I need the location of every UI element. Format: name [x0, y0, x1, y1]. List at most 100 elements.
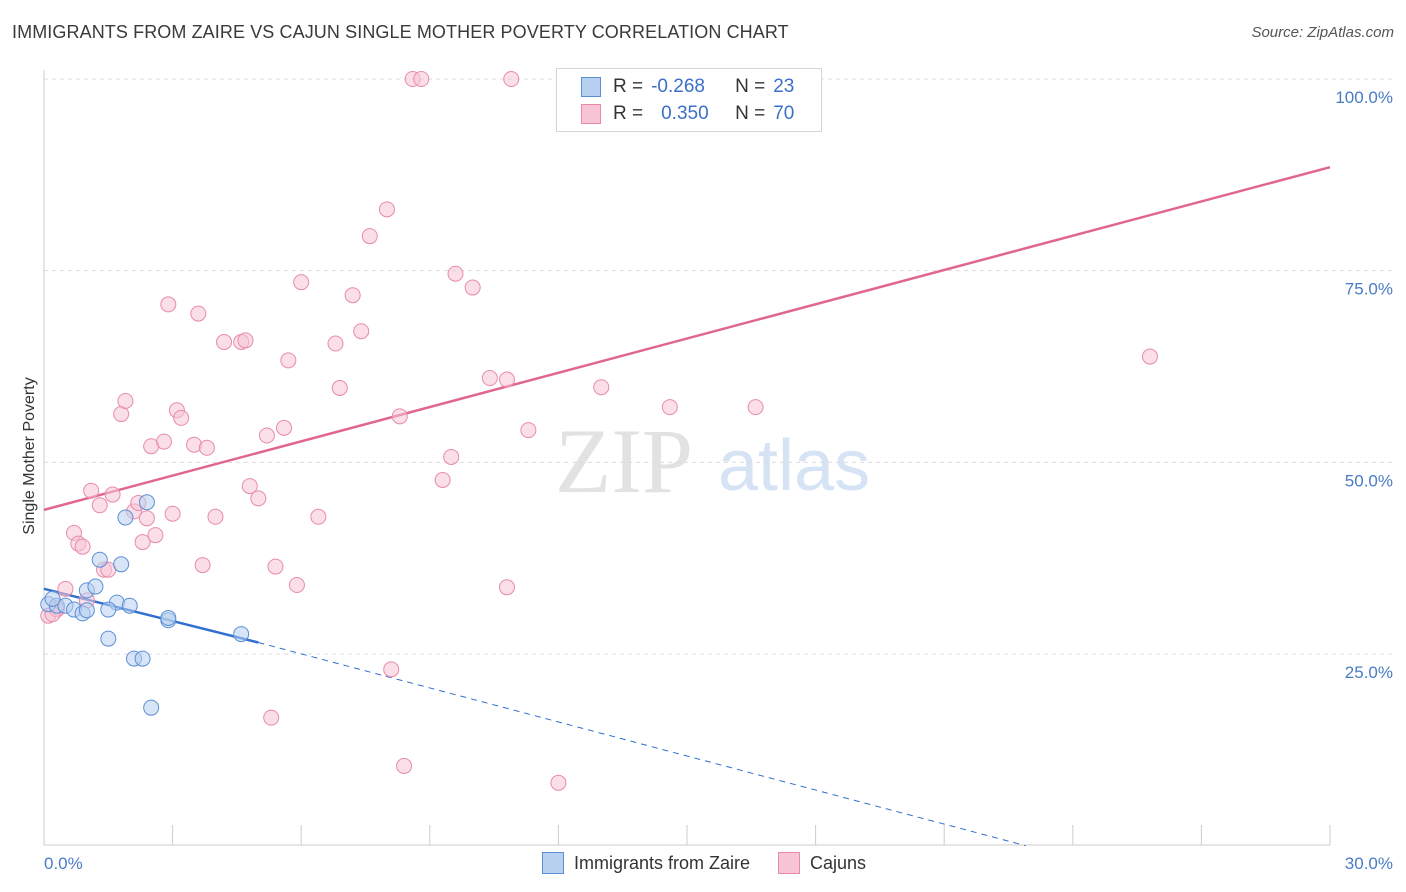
- point-cajuns: [194, 557, 211, 574]
- point-zaire: [117, 509, 134, 526]
- point-cajuns: [280, 352, 297, 369]
- legend-n-label: N =: [735, 76, 766, 97]
- point-zaire: [143, 699, 160, 716]
- point-cajuns: [164, 505, 181, 522]
- point-zaire: [100, 601, 117, 618]
- point-cajuns: [413, 71, 430, 87]
- x-ticks: [43, 825, 1331, 845]
- series-swatch-cajuns: [778, 852, 801, 874]
- point-cajuns: [481, 370, 498, 386]
- watermark-zip: ZIP: [555, 410, 693, 512]
- point-cajuns: [241, 478, 258, 495]
- point-zaire: [121, 597, 138, 614]
- point-cajuns: [147, 527, 164, 544]
- x-tick-label-min: 0.0%: [44, 854, 83, 873]
- legend-r-value: 0.350: [661, 103, 709, 124]
- data-points: [40, 71, 1158, 791]
- point-zaire: [134, 650, 151, 667]
- point-cajuns: [593, 379, 610, 396]
- correlation-legend: R = -0.268 N = 23 R = 0.350 N = 70: [556, 68, 822, 132]
- legend-row-cajuns: R = 0.350 N = 70: [581, 101, 794, 127]
- point-cajuns: [267, 558, 284, 575]
- point-cajuns: [443, 448, 460, 465]
- point-cajuns: [160, 296, 177, 313]
- chart-title: IMMIGRANTS FROM ZAIRE VS CAJUN SINGLE MO…: [12, 22, 789, 42]
- point-cajuns: [138, 510, 155, 527]
- point-cajuns: [74, 538, 91, 555]
- point-cajuns: [1141, 348, 1158, 365]
- point-cajuns: [263, 709, 280, 726]
- point-cajuns: [498, 371, 515, 388]
- legend-swatch-zaire: [581, 77, 601, 97]
- point-cajuns: [276, 419, 293, 436]
- point-cajuns: [198, 439, 215, 456]
- point-zaire: [113, 556, 130, 573]
- point-cajuns: [520, 422, 537, 439]
- trend-line-cajuns: [43, 165, 1331, 512]
- y-tick-label: 75.0%: [1345, 280, 1393, 299]
- point-cajuns: [207, 508, 224, 525]
- point-cajuns: [327, 335, 344, 352]
- point-cajuns: [173, 409, 190, 426]
- point-cajuns: [117, 393, 134, 409]
- point-cajuns: [344, 287, 361, 304]
- point-cajuns: [550, 774, 567, 791]
- point-cajuns: [447, 265, 464, 282]
- point-cajuns: [190, 305, 207, 322]
- point-cajuns: [83, 482, 100, 499]
- watermark-atlas: atlas: [718, 426, 870, 506]
- series-legend-item-cajuns: Cajuns: [778, 852, 866, 874]
- point-cajuns: [134, 534, 151, 551]
- point-cajuns: [250, 490, 267, 507]
- point-cajuns: [237, 332, 254, 349]
- point-cajuns: [331, 379, 348, 396]
- legend-r-value: -0.268: [651, 76, 705, 97]
- point-cajuns: [498, 579, 515, 596]
- point-cajuns: [288, 577, 305, 593]
- source-label: Source: ZipAtlas.com: [1251, 24, 1394, 41]
- y-tick-labels: 25.0% 50.0% 75.0% 100.0%: [1335, 88, 1393, 682]
- trend-line-zaire-extension: [258, 642, 1026, 847]
- point-zaire: [160, 609, 177, 626]
- point-cajuns: [503, 71, 520, 87]
- point-cajuns: [661, 399, 678, 416]
- legend-row-zaire: R = -0.268 N = 23: [581, 74, 794, 100]
- point-cajuns: [747, 399, 764, 416]
- point-cajuns: [216, 333, 233, 350]
- point-cajuns: [434, 471, 451, 488]
- point-cajuns: [378, 201, 395, 218]
- point-cajuns: [383, 661, 400, 678]
- point-zaire: [91, 551, 108, 568]
- point-cajuns: [156, 433, 173, 450]
- legend-r-label: R =: [613, 103, 644, 124]
- y-axis-label: Single Mother Poverty: [21, 377, 38, 534]
- series-legend-item-zaire: Immigrants from Zaire: [542, 852, 750, 874]
- y-tick-label: 100.0%: [1335, 88, 1393, 107]
- point-cajuns: [104, 486, 121, 503]
- point-zaire: [233, 626, 250, 643]
- point-cajuns: [361, 228, 378, 245]
- x-tick-label-max: 30.0%: [1345, 854, 1393, 873]
- point-cajuns: [310, 508, 327, 525]
- legend-n-value: 70: [773, 103, 795, 124]
- series-swatch-zaire: [542, 852, 564, 874]
- point-cajuns: [396, 757, 413, 774]
- point-cajuns: [391, 408, 408, 425]
- point-cajuns: [57, 580, 74, 597]
- y-tick-label: 50.0%: [1345, 471, 1393, 490]
- point-cajuns: [353, 323, 370, 340]
- grid-lines: [44, 78, 1392, 655]
- point-cajuns: [258, 427, 275, 444]
- series-legend: Immigrants from Zaire Cajuns: [542, 852, 894, 874]
- y-tick-label: 25.0%: [1345, 663, 1393, 682]
- legend-n-value: 23: [773, 76, 795, 97]
- legend-r-label: R =: [613, 76, 644, 97]
- point-zaire: [100, 630, 117, 647]
- legend-swatch-cajuns: [581, 104, 601, 124]
- point-cajuns: [91, 497, 108, 514]
- point-cajuns: [464, 279, 481, 296]
- series-label-cajuns: Cajuns: [810, 852, 867, 873]
- legend-n-label: N =: [735, 103, 766, 124]
- point-zaire: [78, 602, 95, 619]
